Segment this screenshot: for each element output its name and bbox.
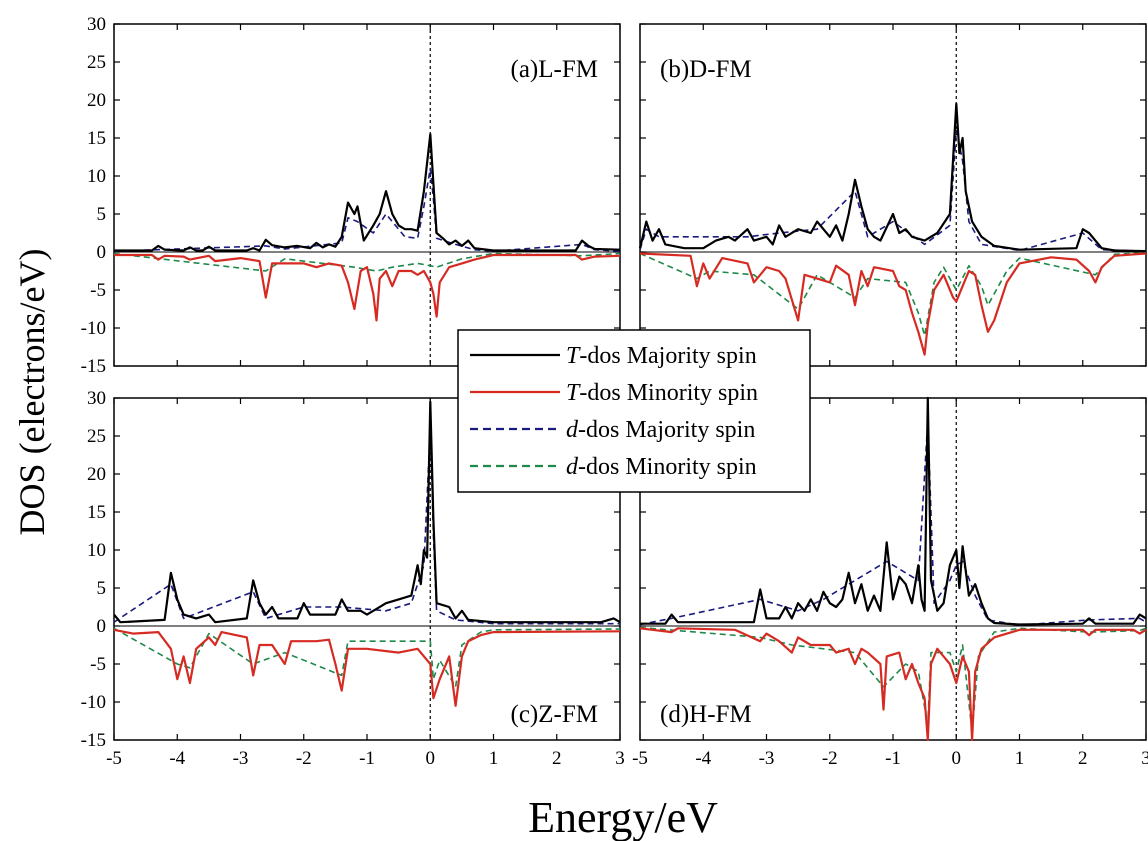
series-group bbox=[638, 102, 1147, 356]
y-tick-label: -5 bbox=[90, 654, 106, 675]
dos-panel-1: (b)D-FM bbox=[638, 23, 1147, 367]
y-tick-label: 0 bbox=[97, 242, 107, 263]
series-line-2 bbox=[639, 129, 1147, 252]
series-line-0 bbox=[113, 400, 621, 624]
y-axis-title: DOS (electrons/eV) bbox=[12, 249, 52, 536]
x-tick-label: -1 bbox=[885, 748, 901, 769]
x-tick-label: -4 bbox=[695, 748, 711, 769]
y-tick-label: 0 bbox=[97, 616, 107, 637]
x-tick-label: -2 bbox=[822, 748, 838, 769]
x-tick-label: -2 bbox=[296, 748, 312, 769]
x-tick-label: 0 bbox=[426, 748, 436, 769]
y-tick-label: 5 bbox=[97, 204, 107, 225]
legend-prefix: d bbox=[566, 417, 579, 443]
x-tick-label: 1 bbox=[1015, 748, 1025, 769]
series-line-3 bbox=[113, 627, 621, 688]
y-tick-label: 10 bbox=[87, 166, 106, 187]
y-tick-label: 15 bbox=[87, 502, 106, 523]
x-tick-label: -1 bbox=[359, 748, 375, 769]
series-line-2 bbox=[113, 427, 620, 625]
x-tick-label: 2 bbox=[552, 748, 562, 769]
y-tick-label: 30 bbox=[87, 14, 106, 35]
series-line-1 bbox=[113, 628, 621, 707]
y-tick-label: 15 bbox=[87, 128, 106, 149]
panel-label: (a)L-FM bbox=[511, 56, 598, 83]
y-tick-label: 20 bbox=[87, 90, 106, 111]
series-line-0 bbox=[114, 133, 621, 252]
y-tick-label: 25 bbox=[87, 52, 106, 73]
series-group bbox=[639, 396, 1147, 742]
series-line-1 bbox=[114, 253, 621, 322]
y-tick-label: -5 bbox=[90, 280, 106, 301]
series-line-3 bbox=[113, 252, 621, 272]
legend-prefix: T bbox=[566, 343, 581, 369]
series-line-3 bbox=[639, 252, 1147, 337]
series-line-0 bbox=[640, 396, 1147, 626]
legend-text: -dos Majority spin bbox=[578, 417, 755, 443]
legend-entry: T-dos Minority spin bbox=[566, 380, 758, 406]
x-tick-label: -5 bbox=[106, 748, 122, 769]
series-line-1 bbox=[639, 252, 1147, 356]
legend-text: -dos Minority spin bbox=[579, 380, 758, 406]
x-tick-label: 3 bbox=[1141, 748, 1148, 769]
legend-text: -dos Majority spin bbox=[579, 343, 756, 369]
plot-frame bbox=[113, 23, 621, 367]
x-axis-title: Energy/eV bbox=[528, 793, 718, 841]
panel-label: (b)D-FM bbox=[660, 56, 752, 83]
y-tick-label: -15 bbox=[81, 730, 106, 751]
series-group bbox=[113, 133, 621, 322]
panel-label: (d)H-FM bbox=[660, 701, 752, 728]
x-tick-label: 1 bbox=[489, 748, 499, 769]
panel-label: (c)Z-FM bbox=[511, 701, 598, 728]
legend-entry: d-dos Majority spin bbox=[566, 417, 755, 443]
series-line-0 bbox=[638, 102, 1147, 253]
legend-prefix: T bbox=[566, 380, 581, 406]
x-tick-label: 2 bbox=[1078, 748, 1088, 769]
y-tick-label: 30 bbox=[87, 388, 106, 409]
plot-frame bbox=[639, 23, 1147, 367]
x-tick-label: 3 bbox=[615, 748, 625, 769]
y-tick-label: 10 bbox=[87, 540, 106, 561]
legend-prefix: d bbox=[566, 454, 579, 480]
x-tick-label: 0 bbox=[952, 748, 962, 769]
x-tick-label: -3 bbox=[759, 748, 775, 769]
dos-panel-0: -15 -10 -5 0 5 10 15 20 25 30 (a)L-FM bbox=[81, 14, 621, 377]
series-line-3 bbox=[639, 626, 1147, 734]
y-tick-label: 20 bbox=[87, 464, 106, 485]
y-tick-label: -15 bbox=[81, 356, 106, 377]
legend-entry: d-dos Minority spin bbox=[566, 454, 757, 480]
y-tick-label: 25 bbox=[87, 426, 106, 447]
legend-text: -dos Minority spin bbox=[578, 454, 757, 480]
y-tick-label: -10 bbox=[81, 692, 106, 713]
legend-entry: T-dos Majority spin bbox=[566, 343, 757, 369]
y-tick-label: -10 bbox=[81, 318, 106, 339]
series-group bbox=[113, 400, 621, 707]
x-tick-label: -3 bbox=[233, 748, 249, 769]
x-tick-label: -4 bbox=[169, 748, 185, 769]
y-tick-label: 5 bbox=[97, 578, 107, 599]
x-tick-label: -5 bbox=[632, 748, 648, 769]
series-line-1 bbox=[639, 627, 1147, 742]
